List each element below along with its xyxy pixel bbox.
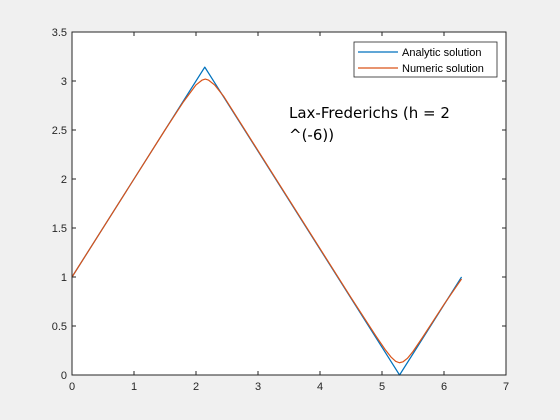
annotation-line: ^(-6)) <box>289 126 334 144</box>
legend-label-analytic: Analytic solution <box>402 47 482 59</box>
x-tick-label: 6 <box>441 381 447 393</box>
y-tick-label: 0 <box>61 370 67 382</box>
x-tick-label: 0 <box>69 381 75 393</box>
y-tick-label: 1 <box>61 272 67 284</box>
y-tick-label: 3 <box>61 76 67 88</box>
y-tick-label: 0.5 <box>52 321 67 333</box>
x-tick-label: 2 <box>193 381 199 393</box>
series-line-numeric <box>71 78 463 364</box>
annotation-line: Lax-Frederichs (h = 2 <box>289 104 450 122</box>
y-tick-label: 1.5 <box>52 223 67 235</box>
y-tick-label: 3.5 <box>52 27 67 39</box>
series-layer <box>71 66 463 376</box>
axes-layer <box>71 31 507 376</box>
plot-area <box>72 32 506 375</box>
x-tick-label: 3 <box>255 381 261 393</box>
axes-box <box>71 31 507 376</box>
x-tick-label: 7 <box>503 381 509 393</box>
x-tick-label: 5 <box>379 381 385 393</box>
x-tick-label: 4 <box>317 381 323 393</box>
x-tick-label: 1 <box>131 381 137 393</box>
legend: Analytic solution Numeric solution <box>353 41 498 78</box>
legend-box <box>353 41 498 78</box>
annotation-layer: Lax-Frederichs (h = 2 ^(-6)) <box>289 104 450 144</box>
ticks-layer: 0 1 2 3 4 5 6 7 0 0.5 1 1.5 2 2.5 3 3.5 <box>52 27 509 393</box>
y-tick-label: 2.5 <box>52 125 67 137</box>
y-tick-label: 2 <box>61 174 67 186</box>
legend-label-numeric: Numeric solution <box>402 63 484 75</box>
